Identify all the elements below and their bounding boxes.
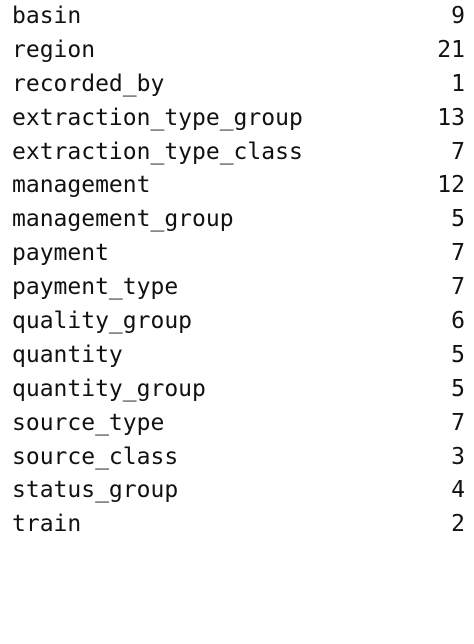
column-name: quantity_group <box>12 373 206 407</box>
output-row: basin 9 <box>0 0 474 34</box>
output-row: extraction_type_group 13 <box>0 102 474 136</box>
column-name: payment <box>12 237 109 271</box>
unique-count: 13 <box>437 102 465 136</box>
unique-count: 7 <box>451 271 465 305</box>
unique-count: 5 <box>451 203 465 237</box>
column-name: quantity <box>12 339 123 373</box>
column-name: management_group <box>12 203 234 237</box>
output-row: management_group 5 <box>0 203 474 237</box>
unique-count: 21 <box>437 34 465 68</box>
unique-count: 12 <box>437 169 465 203</box>
column-name: extraction_type_class <box>12 136 303 170</box>
unique-count: 5 <box>451 373 465 407</box>
column-name: region <box>12 34 95 68</box>
column-name: recorded_by <box>12 68 164 102</box>
unique-count: 9 <box>451 0 465 34</box>
unique-count: 7 <box>451 407 465 441</box>
output-row: extraction_type_class 7 <box>0 136 474 170</box>
output-row: train 2 <box>0 508 474 542</box>
column-name: train <box>12 508 81 542</box>
column-name: source_type <box>12 407 164 441</box>
output-row: status_group 4 <box>0 474 474 508</box>
unique-count: 1 <box>451 68 465 102</box>
output-row: source_class 3 <box>0 441 474 475</box>
unique-count: 7 <box>451 136 465 170</box>
unique-count: 2 <box>451 508 465 542</box>
column-name: extraction_type_group <box>12 102 303 136</box>
column-name: source_class <box>12 441 178 475</box>
unique-count: 4 <box>451 474 465 508</box>
column-name: management <box>12 169 150 203</box>
output-row: payment 7 <box>0 237 474 271</box>
output-row: quantity_group 5 <box>0 373 474 407</box>
output-row: quantity 5 <box>0 339 474 373</box>
output-row: management 12 <box>0 169 474 203</box>
output-row: region 21 <box>0 34 474 68</box>
column-name: status_group <box>12 474 178 508</box>
output-row: payment_type 7 <box>0 271 474 305</box>
output-row: recorded_by 1 <box>0 68 474 102</box>
series-output-panel: basin 9 region 21 recorded_by 1 extracti… <box>0 0 474 546</box>
unique-count: 7 <box>451 237 465 271</box>
column-name: basin <box>12 0 81 34</box>
column-name: payment_type <box>12 271 178 305</box>
unique-count: 3 <box>451 441 465 475</box>
unique-count: 5 <box>451 339 465 373</box>
unique-count: 6 <box>451 305 465 339</box>
output-row: quality_group 6 <box>0 305 474 339</box>
column-name: quality_group <box>12 305 192 339</box>
output-row: source_type 7 <box>0 407 474 441</box>
